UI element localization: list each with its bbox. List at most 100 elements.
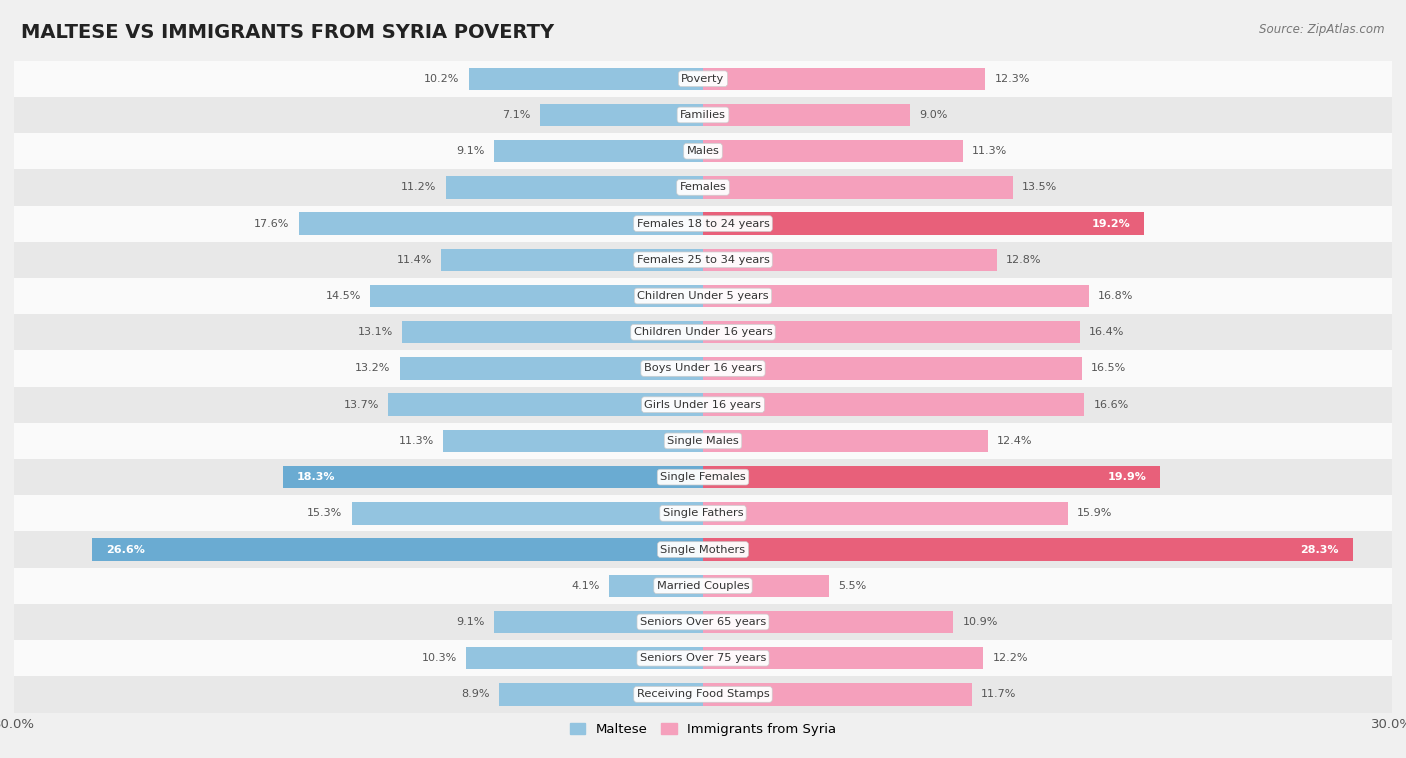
Text: 11.2%: 11.2% — [401, 183, 437, 193]
Text: Families: Families — [681, 110, 725, 120]
Bar — [703, 538, 1353, 561]
Bar — [14, 568, 1392, 604]
Text: 15.3%: 15.3% — [307, 509, 343, 518]
Bar — [703, 357, 1083, 380]
Bar — [703, 249, 997, 271]
Text: 9.1%: 9.1% — [457, 617, 485, 627]
Bar — [14, 242, 1392, 278]
Bar — [703, 647, 983, 669]
Text: 19.2%: 19.2% — [1091, 218, 1130, 229]
Bar — [283, 466, 703, 488]
Text: 13.1%: 13.1% — [357, 327, 392, 337]
Text: Children Under 5 years: Children Under 5 years — [637, 291, 769, 301]
Legend: Maltese, Immigrants from Syria: Maltese, Immigrants from Syria — [564, 718, 842, 742]
Text: 11.7%: 11.7% — [981, 690, 1017, 700]
Text: 16.5%: 16.5% — [1091, 364, 1126, 374]
Text: 9.0%: 9.0% — [920, 110, 948, 120]
Text: 13.2%: 13.2% — [356, 364, 391, 374]
Bar — [446, 176, 703, 199]
Bar — [388, 393, 703, 416]
Bar — [703, 67, 986, 90]
Bar — [703, 212, 1144, 235]
Text: Males: Males — [686, 146, 720, 156]
Text: 10.2%: 10.2% — [425, 74, 460, 83]
Bar — [467, 647, 703, 669]
Bar — [14, 169, 1392, 205]
Bar — [14, 205, 1392, 242]
Text: Single Females: Single Females — [661, 472, 745, 482]
Text: 9.1%: 9.1% — [457, 146, 485, 156]
Text: Source: ZipAtlas.com: Source: ZipAtlas.com — [1260, 23, 1385, 36]
Bar — [299, 212, 703, 235]
Bar — [14, 278, 1392, 314]
Bar — [540, 104, 703, 126]
Text: 14.5%: 14.5% — [325, 291, 361, 301]
Bar — [494, 611, 703, 633]
Bar — [14, 495, 1392, 531]
Bar — [703, 575, 830, 597]
Bar — [14, 387, 1392, 423]
Bar — [14, 133, 1392, 169]
Text: 28.3%: 28.3% — [1301, 544, 1339, 555]
Bar — [14, 531, 1392, 568]
Text: 13.5%: 13.5% — [1022, 183, 1057, 193]
Bar — [703, 176, 1012, 199]
Bar — [609, 575, 703, 597]
Bar — [443, 430, 703, 452]
Text: Married Couples: Married Couples — [657, 581, 749, 590]
Bar — [14, 459, 1392, 495]
Text: 5.5%: 5.5% — [838, 581, 866, 590]
Bar — [499, 683, 703, 706]
Text: 13.7%: 13.7% — [344, 399, 380, 409]
Bar — [703, 393, 1084, 416]
Text: Boys Under 16 years: Boys Under 16 years — [644, 364, 762, 374]
Text: MALTESE VS IMMIGRANTS FROM SYRIA POVERTY: MALTESE VS IMMIGRANTS FROM SYRIA POVERTY — [21, 23, 554, 42]
Text: Single Fathers: Single Fathers — [662, 509, 744, 518]
Bar — [14, 604, 1392, 640]
Bar — [703, 683, 972, 706]
Text: 15.9%: 15.9% — [1077, 509, 1112, 518]
Bar — [494, 140, 703, 162]
Text: Receiving Food Stamps: Receiving Food Stamps — [637, 690, 769, 700]
Bar — [402, 321, 703, 343]
Text: Seniors Over 65 years: Seniors Over 65 years — [640, 617, 766, 627]
Bar — [703, 321, 1080, 343]
Text: Single Males: Single Males — [666, 436, 740, 446]
Text: Poverty: Poverty — [682, 74, 724, 83]
Text: Single Mothers: Single Mothers — [661, 544, 745, 555]
Text: 18.3%: 18.3% — [297, 472, 335, 482]
Text: 7.1%: 7.1% — [502, 110, 531, 120]
Bar — [399, 357, 703, 380]
Text: 16.6%: 16.6% — [1094, 399, 1129, 409]
Bar — [14, 350, 1392, 387]
Bar — [703, 104, 910, 126]
Text: 16.8%: 16.8% — [1098, 291, 1133, 301]
Text: Girls Under 16 years: Girls Under 16 years — [644, 399, 762, 409]
Text: Children Under 16 years: Children Under 16 years — [634, 327, 772, 337]
Text: 10.3%: 10.3% — [422, 653, 457, 663]
Text: 12.8%: 12.8% — [1007, 255, 1042, 265]
Bar — [14, 423, 1392, 459]
Bar — [14, 640, 1392, 676]
Bar — [703, 466, 1160, 488]
Text: 12.3%: 12.3% — [994, 74, 1031, 83]
Bar — [352, 502, 703, 525]
Bar — [703, 502, 1069, 525]
Bar — [703, 140, 963, 162]
Text: 8.9%: 8.9% — [461, 690, 489, 700]
Text: Females 25 to 34 years: Females 25 to 34 years — [637, 255, 769, 265]
Text: Seniors Over 75 years: Seniors Over 75 years — [640, 653, 766, 663]
Bar — [14, 61, 1392, 97]
Text: 16.4%: 16.4% — [1088, 327, 1125, 337]
Bar — [468, 67, 703, 90]
Bar — [370, 285, 703, 307]
Text: 11.3%: 11.3% — [399, 436, 434, 446]
Bar — [14, 314, 1392, 350]
Text: 11.3%: 11.3% — [972, 146, 1007, 156]
Text: 12.4%: 12.4% — [997, 436, 1032, 446]
Bar — [14, 97, 1392, 133]
Bar — [14, 676, 1392, 713]
Text: 11.4%: 11.4% — [396, 255, 432, 265]
Text: 10.9%: 10.9% — [963, 617, 998, 627]
Text: 4.1%: 4.1% — [571, 581, 599, 590]
